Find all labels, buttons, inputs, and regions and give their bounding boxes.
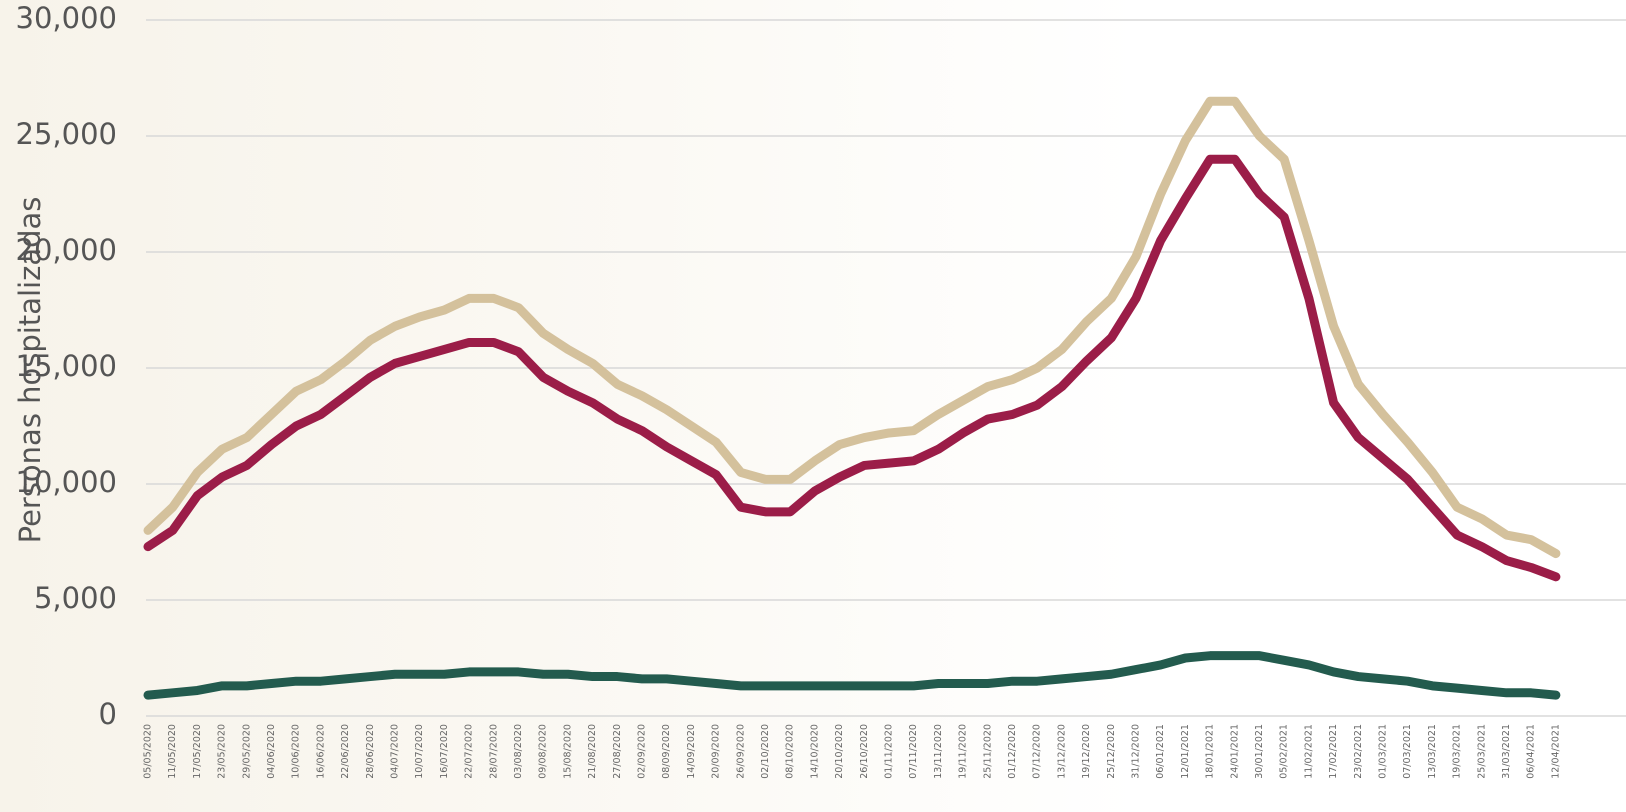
- series-line: [143, 154, 1561, 582]
- series-line: [143, 96, 1561, 559]
- x-tick-label: 13/12/2020: [1056, 724, 1067, 779]
- x-tick-label: 13/03/2021: [1427, 724, 1438, 779]
- x-tick-label: 09/08/2020: [538, 724, 549, 779]
- x-tick-label: 15/08/2020: [562, 724, 573, 779]
- y-tick-label: 20,000: [16, 233, 117, 267]
- x-tick-label: 03/08/2020: [513, 724, 524, 779]
- x-tick-label: 13/11/2020: [933, 724, 944, 779]
- x-tick-label: 07/12/2020: [1032, 724, 1043, 779]
- x-tick-label: 23/02/2021: [1353, 724, 1364, 779]
- x-tick-label: 14/10/2020: [809, 724, 820, 779]
- y-tick-label: 5,000: [34, 581, 117, 615]
- x-tick-label: 19/03/2021: [1452, 724, 1463, 779]
- y-tick-label: 0: [99, 697, 117, 731]
- x-tick-label: 28/07/2020: [488, 724, 499, 779]
- y-tick-label: 30,000: [16, 1, 117, 35]
- x-tick-label: 12/04/2021: [1550, 724, 1561, 779]
- x-tick-label: 17/05/2020: [192, 724, 203, 779]
- x-tick-label: 25/11/2020: [982, 724, 993, 779]
- x-tick-label: 21/08/2020: [587, 724, 598, 779]
- x-tick-label: 11/05/2020: [167, 724, 178, 779]
- x-tick-label: 19/11/2020: [958, 724, 969, 779]
- x-tick-label: 10/06/2020: [291, 724, 302, 779]
- x-tick-label: 06/01/2021: [1155, 724, 1166, 779]
- x-tick-label: 27/08/2020: [612, 724, 623, 779]
- x-tick-label: 23/05/2020: [217, 724, 228, 779]
- x-tick-label: 11/02/2021: [1303, 724, 1314, 779]
- x-tick-label: 17/02/2021: [1328, 724, 1339, 779]
- x-tick-label: 10/07/2020: [414, 724, 425, 779]
- x-tick-label: 02/10/2020: [760, 724, 771, 779]
- y-axis-label: Personas hospitalizadas: [13, 197, 47, 544]
- x-tick-label: 18/01/2021: [1205, 724, 1216, 779]
- x-tick-label: 04/06/2020: [266, 724, 277, 779]
- x-tick-label: 06/04/2021: [1526, 724, 1537, 779]
- x-tick-label: 02/09/2020: [637, 724, 648, 779]
- x-tick-label: 19/12/2020: [1081, 724, 1092, 779]
- x-tick-label: 01/03/2021: [1378, 724, 1389, 779]
- x-tick-label: 29/05/2020: [241, 724, 252, 779]
- x-tick-label: 16/06/2020: [315, 724, 326, 779]
- x-tick-label: 31/03/2021: [1501, 724, 1512, 779]
- y-tick-label: 10,000: [16, 465, 117, 499]
- x-tick-label: 04/07/2020: [390, 724, 401, 779]
- x-tick-label: 01/11/2020: [884, 724, 895, 779]
- x-tick-label: 01/12/2020: [1007, 724, 1018, 779]
- y-tick-label: 15,000: [16, 349, 117, 383]
- x-tick-label: 28/06/2020: [365, 724, 376, 779]
- x-tick-label: 26/09/2020: [735, 724, 746, 779]
- x-tick-label: 07/03/2021: [1402, 724, 1413, 779]
- x-tick-label: 25/03/2021: [1476, 724, 1487, 779]
- x-tick-label: 07/11/2020: [908, 724, 919, 779]
- x-tick-label: 31/12/2020: [1131, 724, 1142, 779]
- y-tick-label: 25,000: [16, 117, 117, 151]
- x-tick-label: 20/10/2020: [834, 724, 845, 779]
- x-tick-label: 26/10/2020: [859, 724, 870, 779]
- x-tick-label: 08/10/2020: [785, 724, 796, 779]
- x-tick-label: 08/09/2020: [661, 724, 672, 779]
- x-tick-label: 20/09/2020: [711, 724, 722, 779]
- x-tick-label: 05/02/2021: [1279, 724, 1290, 779]
- x-tick-label: 05/05/2020: [143, 724, 154, 779]
- x-tick-label: 14/09/2020: [686, 724, 697, 779]
- x-tick-label: 22/07/2020: [464, 724, 475, 779]
- x-tick-label: 12/01/2021: [1180, 724, 1191, 779]
- x-tick-label: 16/07/2020: [439, 724, 450, 779]
- x-tick-label: 22/06/2020: [340, 724, 351, 779]
- x-tick-label: 25/12/2020: [1106, 724, 1117, 779]
- series-line: [143, 651, 1561, 700]
- x-tick-label: 24/01/2021: [1229, 724, 1240, 779]
- x-tick-label: 30/01/2021: [1254, 724, 1265, 779]
